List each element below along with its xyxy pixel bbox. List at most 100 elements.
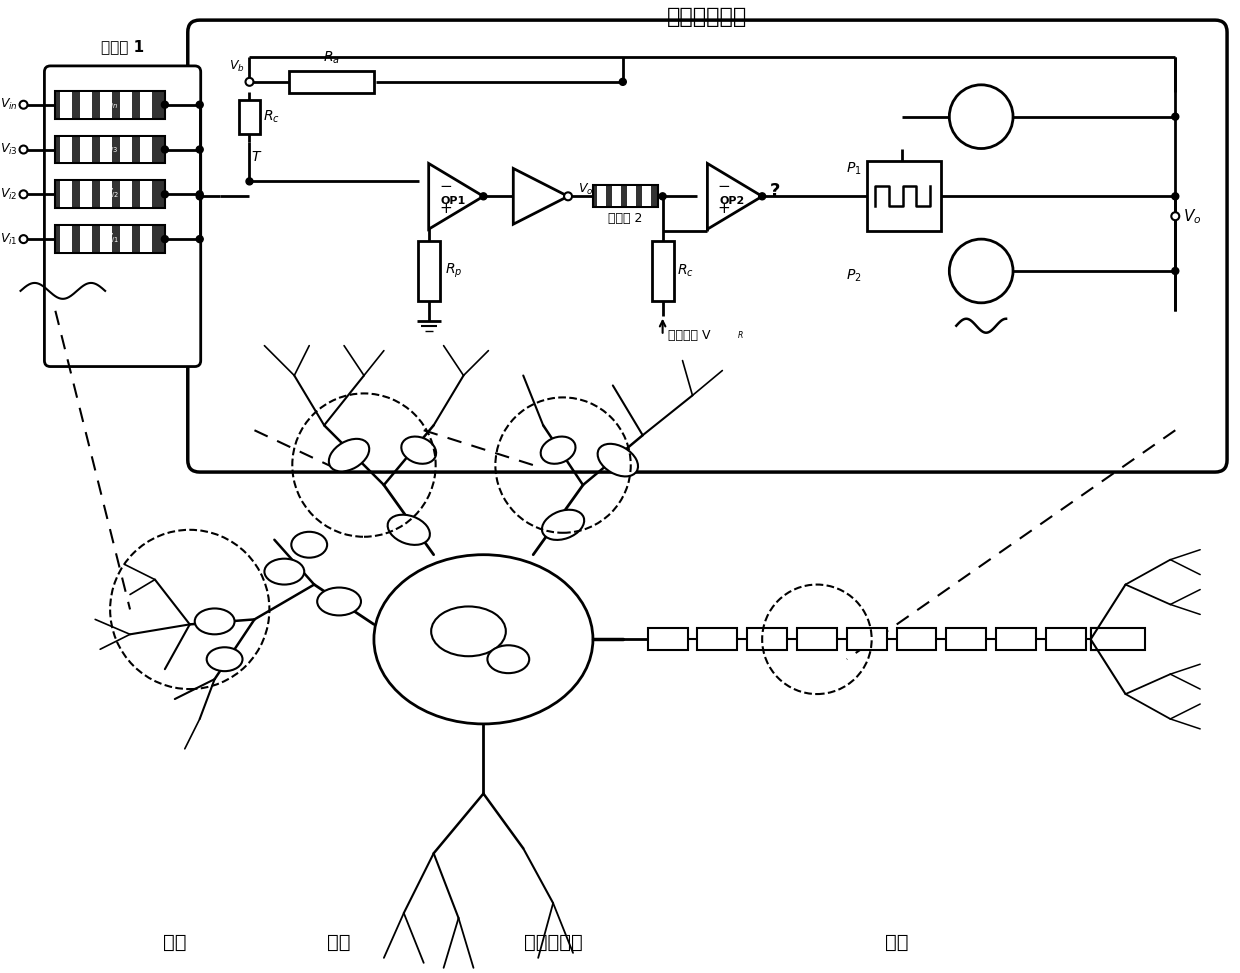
Text: $+$: $+$ [439, 200, 451, 216]
Bar [642, 187, 651, 206]
Bar [996, 629, 1035, 650]
Circle shape [196, 146, 203, 153]
Text: ?: ? [770, 182, 780, 200]
Bar [238, 100, 260, 133]
Bar [120, 226, 131, 252]
Text: $T$: $T$ [252, 150, 263, 163]
Bar [1045, 629, 1086, 650]
Text: 参比电压 V: 参比电压 V [667, 329, 711, 342]
Bar [946, 629, 986, 650]
Bar [418, 241, 440, 301]
Bar [140, 91, 153, 118]
Circle shape [1172, 193, 1179, 199]
Text: $P_1$: $P_1$ [846, 161, 862, 177]
Ellipse shape [598, 444, 639, 477]
Text: $V_{i2}$: $V_{i2}$ [0, 187, 17, 201]
Ellipse shape [207, 647, 243, 671]
Circle shape [161, 191, 169, 198]
Circle shape [564, 193, 572, 200]
Bar [81, 181, 92, 207]
Text: $P_2$: $P_2$ [846, 268, 862, 284]
Circle shape [246, 178, 253, 185]
Bar [100, 226, 112, 252]
Circle shape [161, 101, 169, 108]
Text: 轴突: 轴突 [885, 933, 909, 953]
Polygon shape [429, 163, 484, 230]
Text: $W_{in}$: $W_{in}$ [102, 97, 119, 111]
Bar [289, 71, 374, 92]
Text: 忆阵器 2: 忆阵器 2 [608, 212, 642, 225]
Circle shape [20, 146, 27, 154]
Text: 神经元胞体: 神经元胞体 [523, 933, 583, 953]
Text: 放电反向传播: 放电反向传播 [667, 7, 748, 27]
Circle shape [161, 235, 169, 242]
Circle shape [950, 239, 1013, 303]
Bar [652, 241, 673, 301]
Bar [593, 186, 657, 207]
Text: $W_{i2}$: $W_{i2}$ [102, 187, 119, 200]
Bar [611, 187, 621, 206]
Bar [140, 136, 153, 162]
Text: $V_{out}$: $V_{out}$ [578, 182, 603, 198]
Text: $_R$: $_R$ [738, 330, 744, 342]
Bar [56, 90, 165, 119]
Text: $R_p$: $R_p$ [445, 262, 463, 280]
Bar [1091, 629, 1096, 650]
Ellipse shape [541, 437, 575, 464]
Ellipse shape [402, 437, 436, 464]
Polygon shape [513, 168, 568, 224]
Bar [100, 91, 112, 118]
Text: $-$: $-$ [439, 177, 451, 192]
Bar [81, 226, 92, 252]
FancyBboxPatch shape [45, 66, 201, 367]
Ellipse shape [329, 439, 370, 472]
Circle shape [480, 193, 487, 199]
Ellipse shape [487, 645, 529, 673]
Bar [897, 629, 936, 650]
Bar [797, 629, 837, 650]
Ellipse shape [317, 588, 361, 615]
Circle shape [1172, 268, 1179, 274]
Bar [596, 187, 606, 206]
Text: $V_o$: $V_o$ [1183, 207, 1202, 226]
Bar [120, 136, 131, 162]
Bar [647, 629, 687, 650]
Bar [56, 135, 165, 163]
Ellipse shape [291, 532, 327, 558]
Circle shape [196, 191, 203, 198]
Bar [140, 226, 153, 252]
Polygon shape [707, 163, 763, 230]
Ellipse shape [542, 510, 584, 540]
Text: $+$: $+$ [718, 200, 730, 216]
Text: OP1: OP1 [440, 197, 466, 206]
Circle shape [660, 193, 666, 199]
Circle shape [1172, 113, 1179, 120]
Circle shape [196, 101, 203, 108]
Ellipse shape [388, 515, 430, 545]
FancyBboxPatch shape [187, 20, 1228, 472]
Text: $V_{in}$: $V_{in}$ [0, 97, 17, 112]
Bar [56, 180, 165, 208]
Text: $R_c$: $R_c$ [263, 108, 280, 125]
Circle shape [161, 146, 169, 153]
Bar [697, 629, 738, 650]
Text: 树突: 树突 [327, 933, 351, 953]
Bar [81, 91, 92, 118]
Bar [140, 181, 153, 207]
Ellipse shape [264, 559, 304, 585]
Circle shape [1172, 212, 1179, 220]
Circle shape [759, 193, 765, 199]
Text: $V_{i1}$: $V_{i1}$ [0, 232, 17, 247]
Bar [847, 629, 887, 650]
Circle shape [20, 235, 27, 243]
Bar [61, 181, 72, 207]
Ellipse shape [374, 555, 593, 724]
Text: $V_{i3}$: $V_{i3}$ [0, 142, 17, 157]
Ellipse shape [432, 606, 506, 656]
Bar [120, 181, 131, 207]
Circle shape [196, 193, 203, 199]
Text: $W_{i1}$: $W_{i1}$ [102, 232, 119, 245]
Bar [61, 91, 72, 118]
Bar [81, 136, 92, 162]
Bar [100, 181, 112, 207]
